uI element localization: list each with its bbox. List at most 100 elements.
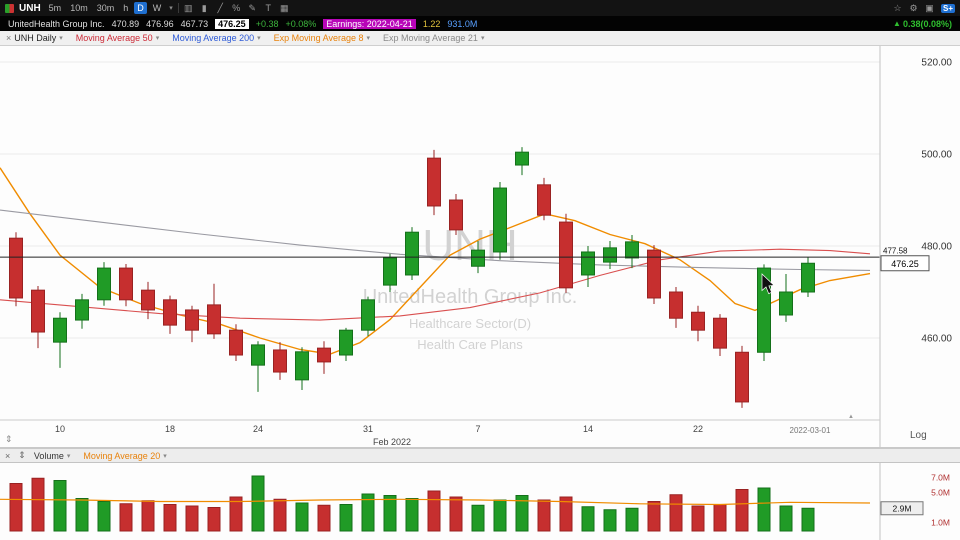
volume-bar — [669, 494, 683, 532]
session-change-text: 0.38(0.08%) — [902, 18, 952, 29]
x-axis[interactable]: 10 18 24 31 7 14 22 Feb 2022 2022-03-01 — [55, 424, 831, 447]
main-chart-svg[interactable]: 520.00 500.00 480.00 460.00 UNHUnitedHealth … — [0, 46, 960, 448]
candle — [383, 257, 397, 286]
main-chart-pane[interactable]: 520.00 500.00 480.00 460.00 UNH UnitedHealth … — [0, 46, 960, 448]
volume-bar — [537, 499, 551, 532]
log-scale-label[interactable]: Log — [910, 430, 927, 441]
volume-axis-label: 5.0M — [931, 488, 950, 498]
pencil-icon[interactable]: ✎ — [248, 2, 257, 13]
volume-pane-close-button[interactable]: × — [5, 450, 11, 461]
volume-indicator-volume[interactable]: Volume ▾ — [34, 451, 71, 461]
timeframe-button-w[interactable]: W — [152, 3, 162, 13]
svg-text:22: 22 — [693, 424, 703, 434]
star-icon[interactable]: ☆ — [893, 2, 902, 13]
svg-text:14: 14 — [583, 424, 593, 434]
volume-bar — [405, 498, 419, 532]
chevron-down-icon[interactable]: ▾ — [480, 35, 485, 42]
candle — [581, 251, 595, 276]
indicator-item-unh-daily[interactable]: × UNH Daily ▾ — [6, 33, 63, 43]
candle — [31, 289, 45, 333]
layout-icon[interactable]: ▣ — [925, 2, 934, 13]
mouse-cursor — [761, 273, 775, 295]
chevron-down-icon[interactable]: ▾ — [257, 35, 261, 42]
percent-icon[interactable]: % — [232, 2, 241, 13]
timeframe-button-30m[interactable]: 30m — [96, 3, 115, 13]
svg-text:Healthcare Sector(D): Healthcare Sector(D) — [409, 316, 531, 331]
svg-text:18: 18 — [165, 424, 175, 434]
grid-icon[interactable]: ▦ — [279, 2, 289, 13]
volume-bar — [97, 501, 111, 532]
candle — [515, 151, 529, 166]
volume-bar — [361, 493, 375, 532]
gear-icon[interactable]: ⚙ — [909, 2, 918, 13]
trendline-icon[interactable]: ╱ — [217, 2, 223, 13]
candles-layer[interactable] — [9, 147, 815, 408]
scroll-arrow-icon[interactable]: ▲ — [848, 414, 854, 420]
indicator-item-moving-average-50[interactable]: Moving Average 50 ▾ — [76, 33, 159, 43]
chevron-down-icon[interactable]: ▾ — [155, 35, 160, 42]
timeframe-button-10m[interactable]: 10m — [70, 3, 88, 13]
svg-text:10: 10 — [55, 424, 65, 434]
quote-high: 476.96 — [146, 18, 174, 29]
text-tool-icon[interactable]: T — [265, 2, 272, 13]
timeframe-button-h[interactable]: h — [123, 3, 129, 13]
chevron-down-icon[interactable]: ▾ — [169, 5, 173, 12]
candle — [229, 329, 243, 356]
volume-indicator-label: Volume — [33, 450, 64, 461]
volume-bar — [801, 507, 815, 532]
candle — [251, 344, 265, 366]
chevron-down-icon[interactable]: ▾ — [66, 452, 71, 460]
up-arrow-icon: ▲ — [893, 19, 901, 28]
volume-indicator-group: Volume ▾ Moving Average 20 ▾ — [34, 451, 167, 461]
volume-bar — [273, 498, 287, 532]
indicator-item-exp-moving-average-8[interactable]: Exp Moving Average 8 ▾ — [274, 33, 370, 43]
indicator-item-moving-average-200[interactable]: Moving Average 200 ▾ — [172, 33, 260, 43]
quote-last-price: 476.25 — [215, 18, 249, 29]
volume-bar — [339, 504, 353, 532]
quote-bar: UnitedHealth Group Inc. 470.89 476.96 46… — [0, 16, 960, 31]
candlestick-icon[interactable]: ▮ — [201, 2, 207, 13]
earnings-badge[interactable]: Earnings: 2022-04-21 — [323, 18, 416, 29]
quote-open: 470.89 — [111, 18, 140, 29]
candle — [361, 299, 375, 331]
volume-bar — [757, 487, 771, 532]
timeframe-button-5m[interactable]: 5m — [48, 3, 62, 13]
pane-resize-icon[interactable]: ⇕ — [5, 434, 13, 444]
y-axis-label: 480.00 — [921, 242, 952, 253]
volume-bar — [53, 480, 67, 532]
overlay-exp-moving-average-8[interactable] — [0, 167, 871, 355]
chart-bars-icon[interactable]: ▥ — [183, 2, 193, 13]
chevron-down-icon[interactable]: ▾ — [366, 35, 371, 42]
volume-bar — [559, 496, 573, 532]
candle — [801, 262, 815, 293]
volume-chart-pane[interactable]: 7.0M 5.0M 1.0M 2.9M — [0, 462, 960, 540]
y-axis-label: 500.00 — [921, 150, 952, 161]
candle — [559, 221, 573, 289]
chevron-down-icon[interactable]: ▾ — [59, 35, 63, 42]
candle — [779, 291, 793, 316]
indicator-item-exp-moving-average-21[interactable]: Exp Moving Average 21 ▾ — [383, 33, 484, 43]
streaming-badge[interactable]: S+ — [940, 3, 955, 13]
volume-ma-line[interactable] — [0, 498, 871, 506]
volume-bar — [31, 477, 45, 532]
volume-bar — [779, 505, 793, 532]
last-price-box — [880, 255, 930, 272]
candle — [97, 267, 111, 301]
indicator-bar: × UNH Daily ▾ Moving Average 50 ▾ Moving Aver… — [0, 31, 960, 46]
pane-resize-icon[interactable]: ⇕ — [18, 450, 26, 460]
top-toolbar: UNH 5m 10m 30m h D W ▾ ▥ ▮ ╱% ✎ T ▦ ☆ ⚙ ▣ S+ — [0, 0, 960, 16]
candle — [207, 304, 221, 335]
candle — [713, 317, 727, 349]
volume-bars-layer[interactable] — [9, 475, 815, 532]
svg-text:UnitedHealth Group Inc.: UnitedHealth Group Inc. — [363, 286, 578, 308]
timeframe-button-d[interactable]: D — [134, 2, 147, 14]
volume-indicator-moving-average-20[interactable]: Moving Average 20 ▾ — [83, 451, 166, 461]
symbol-label[interactable]: UNH — [19, 2, 41, 14]
close-icon[interactable]: × — [6, 33, 12, 43]
tool-icon-group: ▥ ▮ ╱% ✎ T ▦ — [184, 3, 289, 14]
candle — [295, 351, 309, 381]
chevron-down-icon[interactable]: ▾ — [163, 452, 167, 460]
volume-chart-svg[interactable]: 7.0M 5.0M 1.0M 2.9M — [0, 462, 960, 540]
session-change: ▲ 0.38(0.08%) — [893, 19, 952, 29]
svg-text:476.25: 476.25 — [891, 259, 919, 269]
